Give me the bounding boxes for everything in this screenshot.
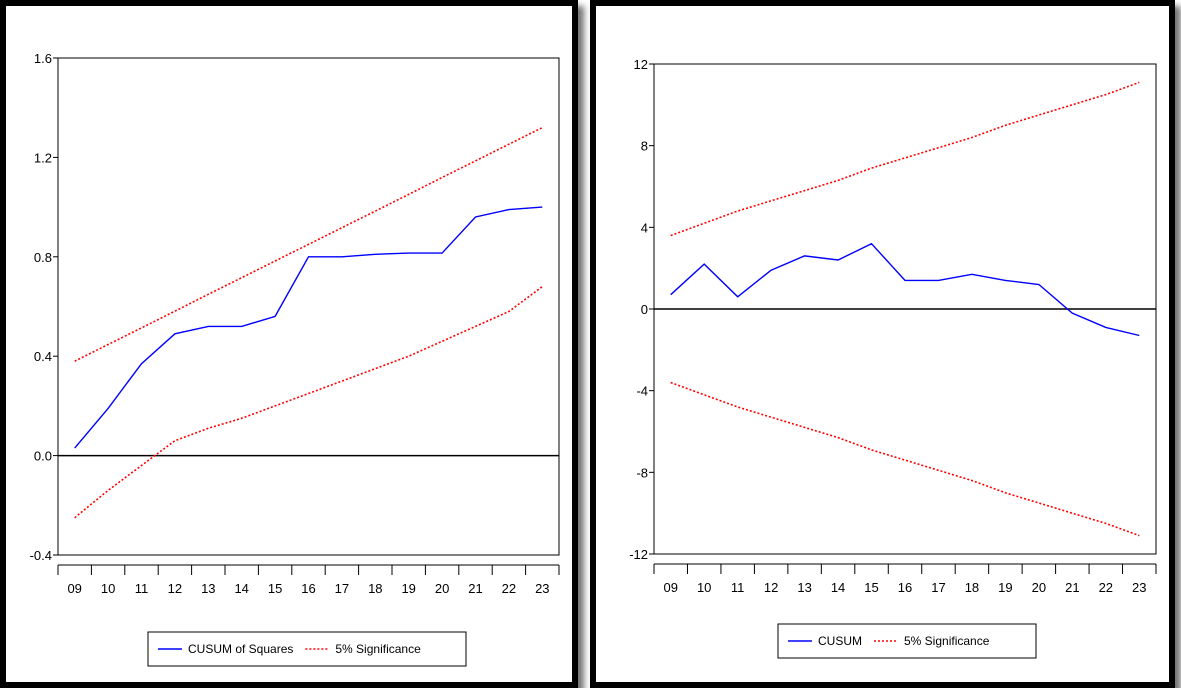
cusum-series-line: [670, 242, 1140, 337]
y-tick-label: -12: [629, 547, 648, 562]
x-tick-label: 10: [697, 580, 711, 595]
x-tick-label: 12: [764, 580, 778, 595]
y-tick-label: 8: [641, 139, 648, 154]
y-tick-label: 1.2: [34, 150, 52, 165]
y-tick-label: 0.4: [34, 349, 52, 364]
x-tick-label: 14: [831, 580, 845, 595]
y-tick-label: -8: [636, 465, 648, 480]
x-tick-label: 23: [535, 581, 549, 596]
x-tick-label: 19: [401, 581, 415, 596]
x-tick-label: 22: [1099, 580, 1113, 595]
plot-frame: [57, 57, 560, 556]
x-tick-label: 15: [268, 581, 282, 596]
legend-label: CUSUM: [818, 634, 862, 648]
x-tick-label: 13: [797, 580, 811, 595]
x-tick-label: 20: [435, 581, 449, 596]
cusum-chart-panel: -12 -8 -4 0 4 8 12 09 10 11 12 13 14 15 16 17 18 19 20 21 22…: [590, 0, 1175, 688]
y-tick-label: -4: [636, 384, 648, 399]
cusum-chart: -12 -8 -4 0 4 8 12 09 10 11 12 13 14 15 16 17 18 19 20 21 22…: [629, 57, 1157, 659]
y-tick-label: 0.0: [34, 449, 52, 464]
x-tick-label: 09: [663, 580, 677, 595]
y-tick-label: 4: [641, 220, 648, 235]
legend-label: 5% Significance: [335, 642, 421, 656]
x-tick-label: 17: [931, 580, 945, 595]
legend: CUSUM 5% Significance: [777, 623, 1037, 659]
x-tick-label: 11: [135, 581, 149, 596]
upper-significance-line: [670, 81, 1140, 237]
y-tick-label: -0.4: [30, 548, 52, 563]
lower-significance-line: [74, 285, 543, 519]
lower-significance-line: [670, 381, 1140, 537]
cusum-squares-chart-panel: -0.4 0.0 0.4 0.8 1.2 1.6 09 10 11 12 13 14 15 16 17 18 1…: [0, 0, 578, 688]
x-tick-label: 14: [234, 581, 248, 596]
x-tick-label: 17: [335, 581, 349, 596]
x-tick-label: 21: [1065, 580, 1079, 595]
x-tick-label: 18: [368, 581, 382, 596]
legend-box: [777, 623, 1037, 659]
x-tick-label: 13: [201, 581, 215, 596]
y-tick-label: 0: [641, 302, 648, 317]
upper-significance-line: [74, 126, 543, 362]
legend-label: CUSUM of Squares: [188, 642, 293, 656]
x-tick-label: 19: [998, 580, 1012, 595]
x-tick-label: 23: [1132, 580, 1146, 595]
x-tick-label: 10: [101, 581, 115, 596]
legend-label: 5% Significance: [904, 634, 990, 648]
x-tick-label: 09: [67, 581, 81, 596]
x-tick-label: 15: [864, 580, 878, 595]
y-tick-label: 12: [634, 57, 648, 72]
cusum-squares-chart: -0.4 0.0 0.4 0.8 1.2 1.6 09 10 11 12 13 14 15 16 17 18 1…: [30, 51, 560, 667]
x-tick-label: 20: [1032, 580, 1046, 595]
legend: CUSUM of Squares 5% Significance: [147, 631, 467, 667]
y-tick-label: 0.8: [34, 250, 52, 265]
x-tick-label: 12: [168, 581, 182, 596]
cusum-series-line: [74, 206, 543, 449]
x-tick-label: 16: [301, 581, 315, 596]
x-tick-label: 22: [502, 581, 516, 596]
x-tick-label: 11: [731, 580, 745, 595]
x-tick-label: 21: [468, 581, 482, 596]
x-tick-label: 16: [898, 580, 912, 595]
x-tick-label: 18: [965, 580, 979, 595]
y-tick-label: 1.6: [34, 51, 52, 66]
